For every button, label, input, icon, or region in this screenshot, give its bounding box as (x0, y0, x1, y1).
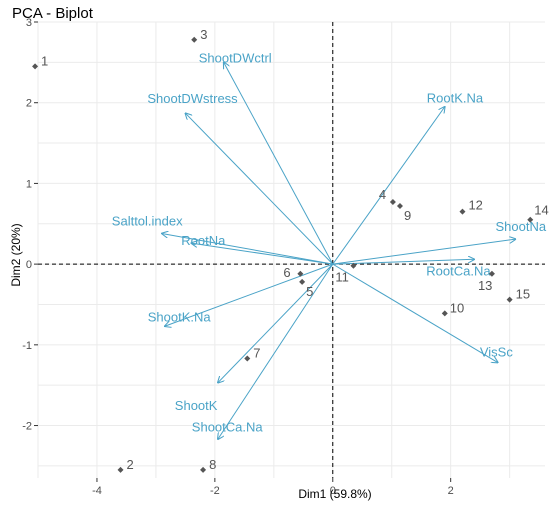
individual-point (488, 270, 495, 277)
variable-arrow (332, 263, 498, 362)
variable-arrow (224, 62, 334, 265)
point-label: 13 (478, 278, 492, 293)
individual-point (506, 296, 513, 303)
individual-point (32, 63, 39, 70)
point-label: 2 (127, 457, 134, 472)
variable-label: RootNa (181, 233, 226, 248)
y-tick-label: 2 (26, 98, 32, 110)
point-label: 1 (41, 53, 48, 68)
variable-arrow (218, 263, 334, 439)
point-label: 9 (404, 208, 411, 223)
y-tick-label: -2 (22, 421, 32, 433)
y-tick-label: 1 (26, 178, 32, 190)
individual-point (389, 198, 396, 205)
variable-arrow (191, 243, 333, 265)
point-label: 11 (335, 270, 349, 285)
individual-point (350, 262, 357, 269)
point-label: 15 (516, 287, 530, 302)
point-label: 3 (200, 27, 207, 42)
variable-arrow (332, 107, 445, 265)
point-label: 10 (450, 300, 464, 315)
reference-lines (38, 22, 545, 478)
individual-point (441, 310, 448, 317)
variable-label: ShootNa (496, 219, 547, 234)
variable-label: ShootK.Na (148, 309, 212, 324)
individual-point (191, 36, 198, 43)
individual-point (299, 278, 306, 285)
variable-arrow (162, 233, 333, 265)
y-axis-label: Dim2 (20%) (9, 223, 23, 286)
x-tick-label: -4 (92, 485, 102, 497)
individual-point (297, 270, 304, 277)
variable-label: RootCa.Na (426, 263, 491, 278)
variable-label: Salttol.index (112, 213, 183, 228)
x-tick-label: 0 (330, 485, 336, 497)
variable-arrow (218, 263, 334, 383)
variable-arrow (332, 259, 474, 265)
y-tick-label: 3 (26, 17, 32, 29)
axis-ticks: -4 -2 0 2 -2 -1 0 1 2 3 (22, 17, 454, 497)
y-tick-label: -1 (22, 340, 32, 352)
chart-title: PCA - Biplot (12, 5, 94, 22)
point-label: 6 (283, 265, 290, 280)
point-label: 4 (379, 187, 386, 202)
point-label: 5 (306, 284, 313, 299)
x-tick-label: 2 (448, 485, 454, 497)
variable-label: ShootK (175, 398, 218, 413)
variable-label: VisSc (480, 345, 513, 360)
variable-arrow (165, 263, 333, 326)
individual-point (527, 216, 534, 223)
variable-label: ShootDWctrl (199, 50, 272, 65)
point-label: 7 (253, 346, 260, 361)
individual-point (459, 208, 466, 215)
variable-arrow (185, 113, 334, 265)
x-tick-label: -2 (210, 485, 220, 497)
point-label: 8 (209, 457, 216, 472)
variable-arrow (332, 239, 516, 265)
variable-label: ShootCa.Na (192, 419, 264, 434)
variable-label: ShootDWstress (147, 91, 238, 106)
individual-point (200, 466, 207, 473)
individual-point (396, 203, 403, 210)
x-axis-label: Dim1 (59.8%) (298, 487, 371, 501)
variable-label: RootK.Na (427, 91, 484, 106)
variable-arrows: ShootDWctrl ShootDWstress RootK.Na Salttol.… (112, 50, 547, 439)
point-label: 12 (468, 198, 482, 213)
y-tick-label: 0 (26, 259, 32, 271)
point-label: 14 (534, 203, 548, 218)
individual-point (117, 466, 124, 473)
individual-point (244, 355, 251, 362)
